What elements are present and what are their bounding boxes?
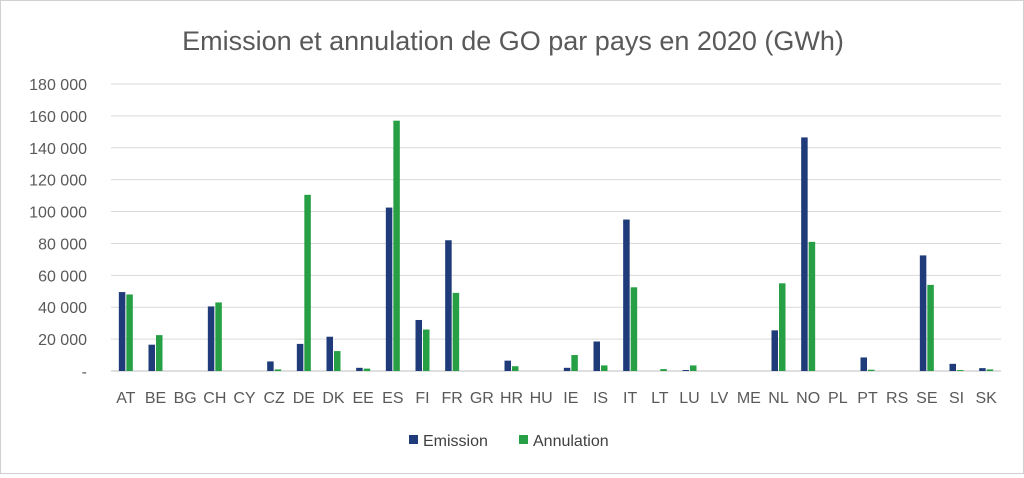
- bar-annulation-it: [630, 287, 638, 371]
- bar-annulation-at: [126, 294, 133, 371]
- bar-annulation-fi: [423, 329, 430, 371]
- bar-annulation-lu: [690, 365, 697, 371]
- bar-annulation-cz: [274, 369, 282, 371]
- y-tick-label: 40 000: [38, 300, 87, 317]
- x-tick-label: IS: [593, 390, 608, 407]
- y-tick-label: 120 000: [29, 173, 87, 190]
- bar-emission-is: [593, 341, 600, 371]
- x-tick-label: LT: [651, 390, 669, 407]
- x-tick-label: SI: [949, 390, 964, 407]
- y-tick-label: 140 000: [29, 141, 87, 158]
- bar-emission-pt: [860, 357, 867, 371]
- bar-emission-sk: [979, 368, 986, 371]
- bar-annulation-no: [808, 241, 816, 371]
- bar-annulation-lt: [660, 369, 667, 371]
- y-axis-tick-labels: - 20 000 40 000 60 000 80 000 100 000 120 000 1…: [29, 77, 87, 381]
- x-tick-label: HR: [500, 390, 523, 407]
- y-tick-label: 60 000: [38, 268, 87, 285]
- x-tick-label: DK: [322, 390, 345, 407]
- bar-emission-si: [949, 363, 956, 371]
- legend-swatch-annulation: [519, 435, 528, 444]
- x-tick-label: EE: [352, 390, 373, 407]
- x-tick-label: LU: [679, 390, 699, 407]
- bar-emission-se: [919, 255, 927, 371]
- x-tick-label: FI: [415, 390, 429, 407]
- x-tick-label: SK: [975, 390, 997, 407]
- bar-emission-cz: [267, 361, 274, 371]
- bar-emission-fr: [445, 240, 452, 371]
- gridlines: [111, 83, 1001, 372]
- x-tick-label: LV: [710, 390, 729, 407]
- bar-emission-lu: [682, 370, 689, 371]
- y-tick-label: 80 000: [38, 236, 87, 253]
- bar-annulation-si: [957, 370, 964, 371]
- bar-emission-at: [118, 292, 126, 371]
- y-tick-label: 160 000: [29, 109, 87, 126]
- x-tick-label: CY: [233, 390, 256, 407]
- bars: [118, 120, 994, 371]
- bar-emission-nl: [771, 330, 778, 371]
- bar-annulation-ch: [215, 302, 222, 371]
- bar-annulation-ie: [571, 355, 578, 371]
- bar-emission-it: [623, 219, 630, 371]
- bar-annulation-be: [156, 335, 163, 371]
- x-tick-label: CZ: [264, 390, 286, 407]
- x-tick-label: AT: [116, 390, 135, 407]
- bar-emission-no: [801, 137, 808, 371]
- x-tick-label: ME: [737, 390, 761, 407]
- bar-annulation-ee: [363, 368, 371, 371]
- bar-emission-es: [385, 207, 393, 371]
- bar-annulation-nl: [779, 283, 786, 371]
- bar-emission-fi: [415, 319, 422, 371]
- x-tick-label: PL: [828, 390, 848, 407]
- x-axis-tick-labels: AT BE BG CH CY CZ DE DK EE ES FI FR GR HR HU IE IS IT LT LU…: [116, 390, 997, 407]
- y-tick-label: 180 000: [29, 77, 87, 94]
- x-tick-label: IT: [623, 390, 637, 407]
- bar-annulation-fr: [452, 292, 460, 371]
- bar-annulation-se: [927, 284, 934, 371]
- chart-title: Emission et annulation de GO par pays en…: [182, 26, 844, 56]
- y-tick-label: -: [82, 364, 87, 381]
- x-tick-label: IE: [563, 390, 578, 407]
- x-tick-label: RS: [886, 390, 908, 407]
- x-tick-label: SE: [916, 390, 937, 407]
- x-tick-label: CH: [203, 390, 226, 407]
- legend: Emission Annulation: [409, 433, 609, 450]
- x-tick-label: FR: [442, 390, 463, 407]
- x-tick-label: ES: [382, 390, 403, 407]
- x-tick-label: BG: [174, 390, 197, 407]
- bar-annulation-dk: [334, 351, 341, 371]
- x-tick-label: HU: [530, 390, 553, 407]
- legend-label: Annulation: [533, 433, 609, 450]
- bar-annulation-de: [304, 194, 311, 371]
- bar-emission-ch: [207, 306, 215, 371]
- legend-label: Emission: [423, 433, 488, 450]
- bar-emission-hr: [504, 360, 511, 371]
- legend-swatch-emission: [409, 435, 418, 444]
- x-tick-label: BE: [145, 390, 166, 407]
- bar-emission-ie: [563, 367, 571, 371]
- y-tick-label: 100 000: [29, 205, 87, 222]
- bar-emission-de: [296, 343, 304, 371]
- x-tick-label: PT: [857, 390, 878, 407]
- bar-emission-ee: [356, 367, 363, 371]
- bar-annulation-pt: [868, 369, 875, 371]
- bar-emission-dk: [326, 336, 333, 371]
- x-tick-label: GR: [470, 390, 494, 407]
- y-tick-label: 20 000: [38, 332, 87, 349]
- bar-annulation-es: [393, 120, 400, 371]
- bar-annulation-hr: [512, 366, 519, 371]
- bar-annulation-is: [601, 365, 608, 371]
- bar-annulation-sk: [986, 369, 994, 371]
- x-tick-label: NO: [796, 390, 820, 407]
- x-tick-label: DE: [293, 390, 315, 407]
- x-tick-label: NL: [768, 390, 789, 407]
- bar-emission-be: [148, 344, 155, 371]
